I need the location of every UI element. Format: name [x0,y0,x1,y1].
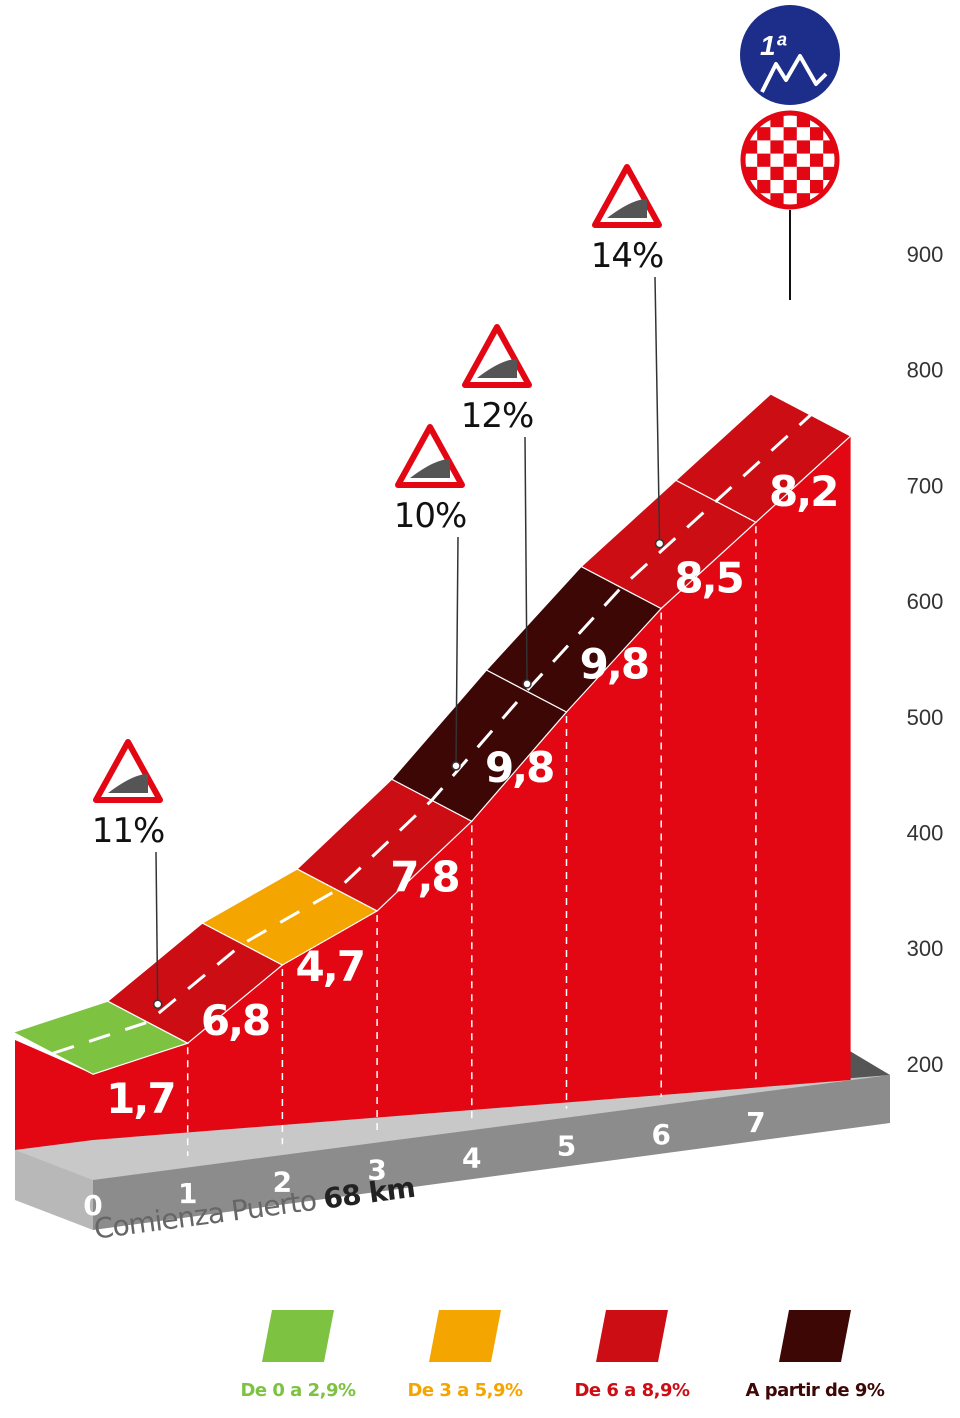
checker-square [836,180,849,193]
checker-square [757,153,771,167]
max-gradient-value-4: 14% [591,236,664,276]
slope-icon [410,459,450,478]
checker-square [757,180,771,194]
checker-square [757,206,770,219]
checker-square [783,153,797,167]
x-tick-6: 6 [651,1118,670,1151]
profile-left-face [15,1040,93,1150]
checker-square [810,127,824,141]
checker-square [783,180,797,194]
gradient-label-3: 4,7 [296,942,364,991]
gradient-label-5: 9,8 [485,743,553,792]
checker-square [770,140,784,154]
max-gradient-sign-4: 14% [591,164,664,276]
mountain-icon [760,54,828,93]
legend-item-0-2-9: De 0 a 2,9% [218,1310,378,1401]
x-tick-5: 5 [557,1130,576,1163]
legend-swatch-green [262,1310,334,1362]
gradient-label-8: 8,2 [769,467,837,516]
y-tick-800: 800 [907,358,944,383]
max-gradient-point-1 [152,999,163,1009]
slope-icon [108,774,148,793]
finish-badge-ring [740,110,840,210]
checker-square [836,206,849,219]
max-gradient-value-3: 12% [461,396,534,436]
y-tick-300: 300 [907,936,944,961]
max-gradient-value-2: 10% [394,496,467,536]
legend-swatch-red [596,1310,668,1362]
checker-square [757,127,771,141]
y-tick-200: 200 [907,1052,944,1077]
y-tick-500: 500 [907,705,944,730]
gradient-label-2: 6,8 [201,996,269,1045]
x-tick-1: 1 [178,1177,197,1210]
max-gradient-leader-4 [654,276,661,544]
max-gradient-leader-3 [524,436,528,684]
gradient-label-7: 8,5 [674,553,742,602]
y-tick-600: 600 [907,589,944,614]
legend-swatch-dark [779,1310,851,1362]
x-tick-4: 4 [462,1142,481,1175]
checker-square [836,127,849,140]
max-gradient-sign-2: 10% [394,424,467,536]
checker-square [810,153,824,167]
max-gradient-point-2 [451,761,461,771]
x-tick-0: 0 [83,1189,102,1222]
y-tick-400: 400 [907,821,944,846]
legend-item-3-5-9: De 3 a 5,9% [385,1310,545,1401]
x-tick-3: 3 [367,1153,386,1186]
legend-label-red: De 6 a 8,9% [574,1380,690,1401]
checker-square [783,127,797,141]
checker-square [770,166,784,180]
slope-icon [607,199,647,218]
gradient-label-6: 9,8 [580,640,648,689]
legend-swatch-orange [429,1310,501,1362]
category-label: 1ª [760,30,787,61]
ridge-centerline [52,413,812,1055]
max-gradient-point-3 [522,679,532,689]
max-gradient-value-1: 11% [92,811,165,851]
slope-icon [477,359,517,378]
checkered-flag-icon [744,114,849,219]
legend-label-green: De 0 a 2,9% [240,1380,356,1401]
checker-square [796,140,810,154]
y-tick-700: 700 [907,473,944,498]
max-gradient-leader-1 [155,851,159,1005]
legend-label-dark: A partir de 9% [745,1380,885,1401]
legend-label-orange: De 3 a 5,9% [407,1380,523,1401]
max-gradient-sign-1: 11% [92,739,165,851]
checker-square [796,166,810,180]
checker-square [810,206,823,219]
checker-square [810,180,824,194]
x-tick-2: 2 [273,1165,292,1198]
max-gradient-point-4 [654,538,665,549]
max-gradient-sign-3: 12% [461,324,534,436]
legend-item-9-plus: A partir de 9% [735,1310,895,1401]
y-tick-900: 900 [907,242,944,267]
ridge-segment-8 [674,393,852,523]
gradient-label-4: 7,8 [390,852,458,901]
gradient-label-1: 1,7 [106,1074,174,1123]
legend: De 0 a 2,9% De 3 a 5,9% De 6 a 8,9% A pa… [0,1310,960,1410]
category-badge [740,5,840,105]
max-gradient-leader-2 [455,536,459,766]
legend-item-6-8-9: De 6 a 8,9% [552,1310,712,1401]
x-tick-7: 7 [746,1106,765,1139]
